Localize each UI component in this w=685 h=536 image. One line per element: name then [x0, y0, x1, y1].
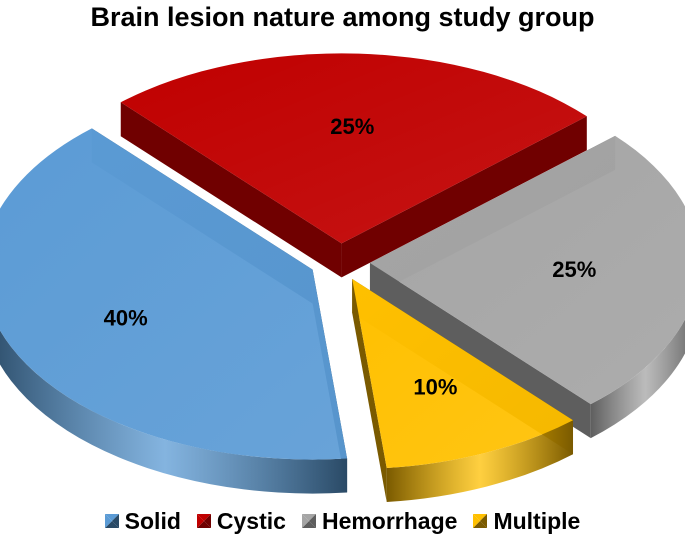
legend-item-solid: Solid — [104, 507, 181, 535]
data-label-cystic: 25% — [330, 114, 374, 139]
legend-label-hemorrhage: Hemorrhage — [321, 507, 458, 534]
legend-label-solid: Solid — [124, 507, 181, 534]
slice-outer-side-multiple — [386, 420, 574, 502]
legend-label-cystic: Cystic — [216, 507, 286, 534]
slice-side-face-cystic-start — [120, 102, 342, 278]
legend-swatch-hemorrhage — [301, 514, 316, 528]
data-label-hemorrhage: 25% — [552, 257, 596, 282]
slice-outer-side-solid — [0, 330, 348, 494]
legend-swatch-solid — [104, 514, 119, 528]
slice-outer-side-hemorrhage — [590, 319, 685, 439]
pie-slice-top-solid — [0, 128, 348, 460]
pie-slice-top-hemorrhage — [369, 135, 685, 405]
legend-item-multiple: Multiple — [473, 508, 580, 535]
legend-swatch-multiple — [473, 514, 488, 528]
legend-swatch-cystic — [196, 514, 211, 528]
data-label-solid: 40% — [104, 306, 148, 331]
slice-side-face-multiple-end — [352, 278, 387, 502]
pie-slice-top-cystic — [120, 53, 587, 244]
slice-side-face-hemorrhage-end — [369, 262, 591, 439]
pie-slice-cystic — [120, 102, 587, 278]
legend-label-multiple: Multiple — [493, 507, 581, 534]
legend-item-cystic: Cystic — [196, 507, 286, 535]
legend: Solid Cystic Hemorrhage Multiple — [0, 506, 685, 536]
pie-slice-top-multiple — [352, 278, 574, 468]
data-label-multiple: 10% — [413, 375, 457, 400]
slice-side-face-cystic-end — [341, 116, 587, 278]
legend-item-hemorrhage: Hemorrhage — [301, 507, 458, 535]
chart-title: Brain lesion nature among study group — [90, 2, 595, 32]
